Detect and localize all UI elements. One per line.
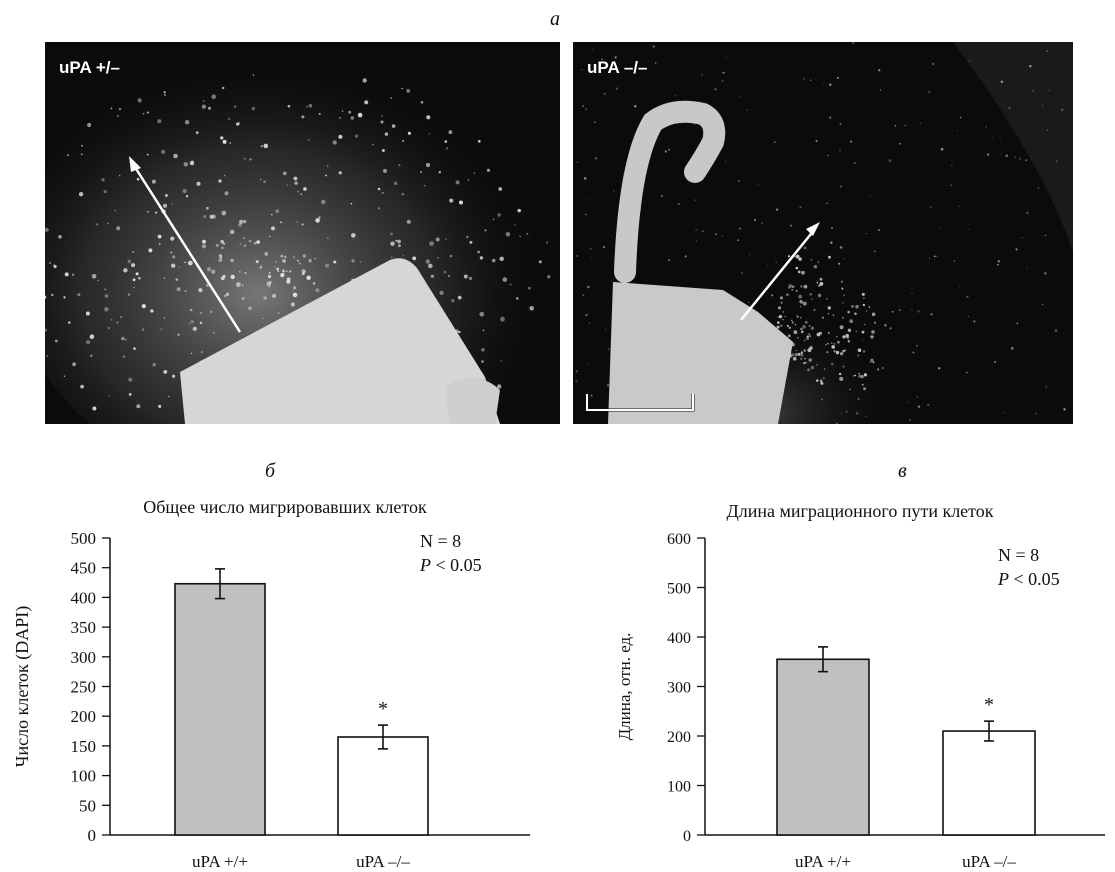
panel-letter-b: б [265, 460, 276, 482]
y-tick-label: 100 [71, 767, 97, 786]
y-tick-label: 500 [71, 529, 97, 548]
y-tick-label: 400 [667, 630, 691, 647]
x-tick-label: uPA +/+ [795, 852, 851, 871]
y-axis-label: Число клеток (DAPI) [12, 606, 33, 767]
y-tick-label: 150 [71, 737, 97, 756]
bar-upa-wt [174, 582, 266, 836]
x-tick-label: uPA +/+ [192, 852, 248, 871]
significance-marker: * [984, 694, 994, 716]
chart-title: Длина миграционного пути клеток [726, 501, 993, 521]
sample-size-label: N = 8 [998, 545, 1039, 565]
y-tick-label: 200 [71, 707, 97, 726]
y-tick-label: 300 [667, 680, 691, 697]
y-tick-label: 0 [88, 826, 97, 845]
sample-size-label: N = 8 [420, 531, 461, 551]
panel-letter-a: a [550, 8, 560, 30]
micrograph-upa-knockout: uPA –/– [573, 42, 1073, 424]
bar-upa-ko [337, 736, 429, 836]
photo-label-knockout: uPA –/– [587, 58, 648, 77]
micrograph-image [45, 42, 560, 424]
chart-title: Общее число мигрировавших клеток [143, 497, 427, 517]
y-tick-label: 200 [667, 729, 691, 746]
chart-migrated-cells: Общее число мигрировавших клеток Число кл… [12, 497, 530, 871]
y-axis-label: Длина, отн. ед. [615, 633, 634, 741]
significance-marker: * [378, 698, 388, 720]
x-tick-label: uPA –/– [356, 852, 410, 871]
y-tick-label: 100 [667, 779, 691, 796]
y-tick-label: 50 [79, 796, 96, 815]
y-tick-label: 400 [71, 588, 97, 607]
y-tick-label: 350 [71, 618, 97, 637]
y-tick-label: 500 [667, 581, 691, 598]
micrograph-image [573, 42, 1073, 424]
bar-upa-wt [776, 658, 870, 836]
bar-upa-ko [942, 730, 1036, 836]
chart-migration-path-length: Длина миграционного пути клеток Длина, от… [615, 501, 1105, 871]
y-tick-label: 250 [71, 678, 97, 697]
y-tick-label: 0 [683, 828, 691, 845]
micrograph-upa-heterozygous: uPA +/– [45, 42, 560, 424]
x-tick-label: uPA –/– [962, 852, 1016, 871]
p-value-label: P < 0.05 [419, 555, 482, 575]
p-value-label: P < 0.05 [997, 569, 1060, 589]
y-tick-label: 300 [71, 648, 97, 667]
y-tick-label: 600 [667, 531, 691, 548]
photo-label-heterozygous: uPA +/– [59, 58, 120, 77]
panel-letter-c: в [898, 460, 907, 482]
y-tick-label: 450 [71, 559, 97, 578]
